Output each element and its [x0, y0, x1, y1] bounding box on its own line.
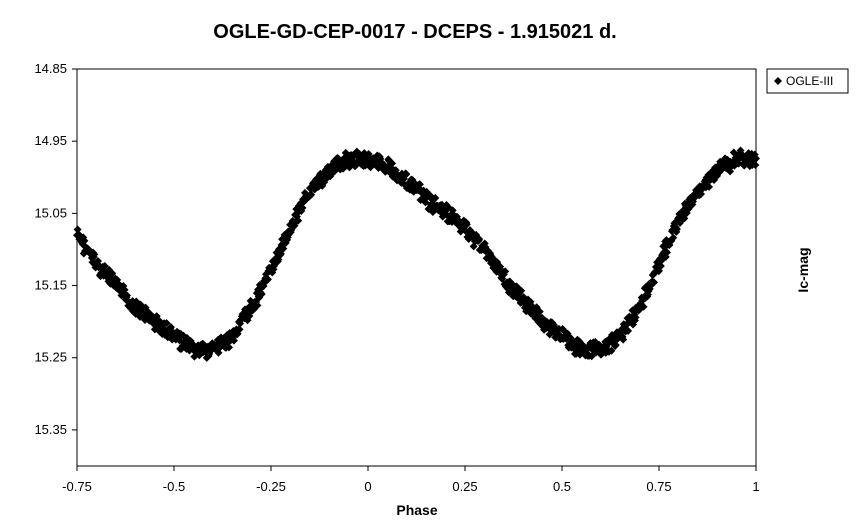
data-point — [751, 161, 760, 170]
data-point — [108, 269, 117, 278]
data-point — [669, 233, 678, 242]
data-point — [90, 250, 99, 259]
data-point — [431, 194, 440, 203]
data-point — [250, 304, 259, 313]
x-tick-label: 0.5 — [553, 479, 571, 494]
data-point — [402, 170, 411, 179]
data-point — [501, 267, 510, 276]
data-point — [298, 203, 307, 212]
data-point — [587, 352, 596, 361]
plot-area — [76, 68, 757, 467]
data-point — [253, 301, 262, 310]
data-point — [279, 244, 288, 253]
data-point — [639, 302, 648, 311]
data-point — [294, 216, 303, 225]
data-point — [607, 346, 616, 355]
data-point — [619, 335, 628, 344]
data-point — [752, 154, 760, 163]
data-point — [517, 286, 526, 295]
data-point — [162, 319, 171, 328]
data-point — [100, 262, 109, 271]
y-tick-label: 15.35 — [34, 422, 67, 437]
data-point — [123, 291, 132, 300]
data-point — [656, 262, 665, 271]
data-point — [611, 340, 620, 349]
x-tick-label: -0.5 — [163, 479, 185, 494]
data-point — [257, 290, 266, 299]
data-point — [462, 220, 471, 229]
data-point — [672, 225, 681, 234]
y-axis-label: Ic-mag — [795, 247, 811, 292]
y-tick-label: 14.85 — [34, 61, 67, 76]
data-point — [235, 325, 244, 334]
legend-marker-icon — [774, 77, 782, 85]
y-tick-label: 15.25 — [34, 350, 67, 365]
data-point — [631, 313, 640, 322]
x-axis-label: Phase — [396, 502, 437, 518]
x-tick-label: 0 — [364, 479, 371, 494]
data-point — [663, 248, 672, 257]
x-tick-label: 0.25 — [452, 479, 477, 494]
y-axis: 14.85 14.95 15.05 15.15 15.25 15.35 — [34, 61, 77, 437]
data-points — [73, 146, 760, 362]
legend-entry-ogle-iii: OGLE-III — [786, 74, 833, 88]
data-point — [475, 235, 484, 244]
data-point — [120, 285, 129, 294]
data-point — [415, 180, 424, 189]
data-point — [535, 307, 544, 316]
data-point — [166, 323, 175, 332]
y-tick-label: 14.95 — [34, 133, 67, 148]
data-point — [229, 336, 238, 345]
data-point — [624, 326, 633, 335]
x-tick-label: -0.75 — [62, 479, 92, 494]
chart-title: OGLE-GD-CEP-0017 - DCEPS - 1.915021 d. — [213, 21, 616, 43]
data-point — [307, 190, 316, 199]
data-point — [705, 182, 714, 191]
data-point — [80, 236, 89, 245]
x-tick-label: 1 — [752, 479, 759, 494]
data-point — [263, 275, 272, 284]
data-point — [224, 343, 233, 352]
x-tick-label: 0.75 — [646, 479, 671, 494]
data-point — [506, 277, 515, 286]
data-point — [650, 278, 659, 287]
legend: OGLE-III — [766, 68, 849, 94]
x-axis: -0.75 -0.5 -0.25 0 0.25 0.5 0.75 1 — [62, 466, 760, 494]
y-tick-label: 15.05 — [34, 205, 67, 220]
data-point — [388, 159, 397, 168]
x-tick-label: -0.25 — [256, 479, 286, 494]
y-tick-label: 15.15 — [34, 278, 67, 293]
